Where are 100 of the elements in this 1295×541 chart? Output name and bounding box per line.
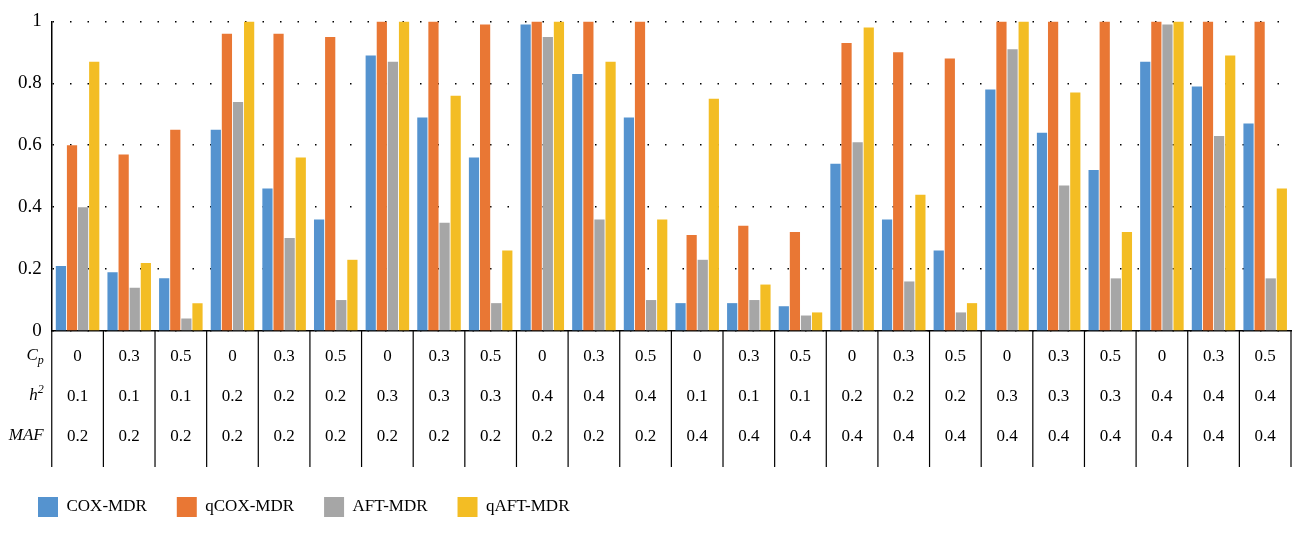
bar [594, 219, 605, 331]
bar [1036, 132, 1048, 331]
bar [398, 21, 410, 331]
bar [904, 281, 915, 331]
bar [634, 21, 646, 331]
bar [1099, 21, 1110, 331]
bar [66, 145, 78, 331]
bar [738, 225, 749, 331]
bar [531, 21, 542, 331]
bar [387, 61, 399, 331]
category-label: 0.5 0.4 0.4 [1254, 346, 1276, 446]
legend-label: qCOX-MDR [205, 496, 295, 516]
category-label: 0.3 0.2 0.4 [893, 346, 915, 446]
bar [376, 21, 387, 331]
category-label: 0 0.1 0.2 [66, 346, 89, 446]
bar [542, 36, 553, 331]
category-label: 0.5 0.2 0.2 [325, 346, 347, 446]
category-label: 0.3 0.4 0.2 [583, 346, 605, 446]
bar [1110, 278, 1121, 331]
bar [244, 21, 255, 331]
legend-label: qAFT-MDR [486, 496, 571, 516]
legend-label: AFT-MDR [352, 496, 429, 516]
bar [760, 284, 771, 331]
bar [955, 312, 967, 331]
bar [1225, 55, 1236, 331]
bar [933, 250, 944, 331]
bar [1265, 278, 1276, 331]
bar [675, 303, 686, 331]
bar [1202, 21, 1214, 331]
bar [708, 98, 719, 331]
category-label: 0.3 0.1 0.4 [738, 346, 760, 446]
bar [985, 89, 996, 331]
bar [325, 36, 336, 331]
bar [479, 24, 491, 331]
bar [863, 27, 874, 331]
bar [273, 33, 284, 331]
bar [583, 21, 594, 331]
bar [881, 219, 893, 331]
bar [1121, 231, 1133, 331]
category-label: 0 0.2 0.4 [841, 346, 863, 446]
bar [170, 129, 181, 331]
bar [686, 235, 697, 331]
bar [491, 303, 502, 331]
y-tick-label: 0.2 [18, 257, 42, 279]
bar [89, 61, 100, 331]
bar [336, 300, 347, 331]
bar [159, 278, 170, 331]
bar [789, 231, 801, 331]
bar [1151, 21, 1162, 331]
bar [313, 219, 325, 331]
legend-label: COX-MDR [66, 496, 148, 516]
bar [450, 95, 461, 331]
bar [78, 207, 89, 331]
bar [812, 312, 823, 331]
bar [1191, 86, 1202, 331]
category-label: 0.5 0.1 0.4 [789, 346, 812, 446]
bar [697, 259, 708, 331]
bar [749, 300, 760, 331]
bar [210, 129, 221, 331]
category-label: 0.5 0.3 0.2 [480, 346, 502, 446]
bar [605, 61, 616, 331]
bar [966, 303, 978, 331]
bar [118, 154, 129, 331]
bar [830, 163, 841, 331]
bar [468, 157, 480, 331]
category-label: 0 0.3 0.4 [996, 346, 1018, 446]
category-label: 0.3 0.3 0.2 [428, 346, 450, 446]
bar [1059, 185, 1070, 331]
bar [944, 58, 955, 331]
category-label: 0 0.3 0.2 [376, 346, 399, 446]
bar [727, 303, 738, 331]
bar [192, 303, 203, 331]
y-tick-label: 0.4 [18, 195, 43, 217]
category-label: 0 0.1 0.4 [686, 346, 708, 446]
bar [1276, 188, 1287, 331]
bar [646, 300, 657, 331]
bar [284, 238, 295, 331]
bar [852, 142, 863, 331]
bar [439, 222, 450, 331]
y-tick-label: 0.6 [18, 133, 42, 155]
bar [428, 21, 439, 331]
text: MAF [7, 424, 45, 444]
bar [1047, 21, 1059, 331]
bar [129, 287, 140, 331]
bar [800, 315, 812, 331]
bar [1088, 170, 1099, 331]
bar [1243, 123, 1254, 331]
bar [1213, 135, 1225, 331]
bar [623, 117, 635, 331]
bar [365, 55, 376, 331]
bar [996, 21, 1007, 331]
bar [893, 52, 904, 331]
bar [553, 21, 565, 331]
bar [841, 43, 852, 331]
bar [1162, 24, 1173, 331]
bar [1007, 49, 1018, 331]
bar [181, 318, 192, 331]
bar [347, 259, 358, 331]
category-label: 0.5 0.1 0.2 [170, 346, 192, 446]
bar [778, 306, 789, 331]
